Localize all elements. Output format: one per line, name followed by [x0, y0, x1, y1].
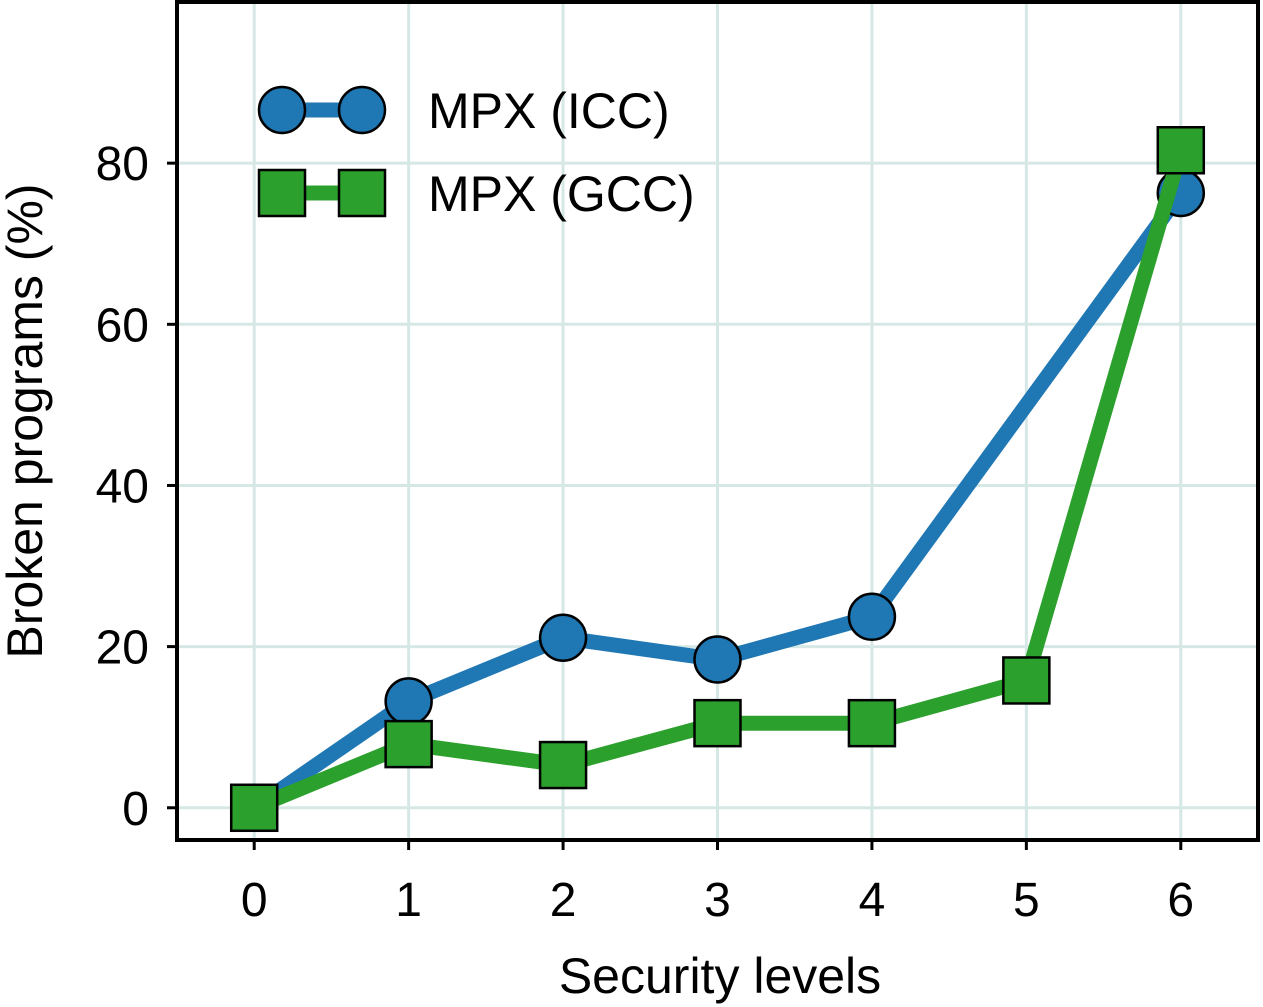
- x-tick-label: 2: [550, 874, 577, 927]
- x-tick-label: 5: [1013, 874, 1040, 927]
- data-point-square: [1156, 126, 1206, 175]
- legend-item: MPX (ICC): [257, 83, 670, 139]
- series-square: [229, 126, 1206, 833]
- data-point-circle: [538, 613, 588, 663]
- series-line: [246, 185, 1189, 816]
- legend-item: MPX (GCC): [257, 166, 695, 222]
- x-tick-label: 6: [1167, 874, 1194, 927]
- data-point-circle: [384, 677, 433, 726]
- data-point-square: [693, 698, 742, 748]
- y-tick-label: 60: [96, 299, 149, 352]
- legend-label: MPX (ICC): [428, 83, 670, 139]
- y-tick-label: 80: [96, 138, 149, 191]
- legend-marker-square: [337, 168, 387, 218]
- series-layer: [229, 126, 1206, 833]
- y-tick-label: 20: [96, 622, 149, 675]
- legend-marker-circle: [337, 85, 387, 135]
- y-axis-title: Broken programs (%): [0, 183, 53, 658]
- y-tick-label: 0: [122, 783, 149, 836]
- x-axis-title: Security levels: [559, 948, 881, 1004]
- legend-marker-square: [257, 168, 307, 218]
- y-tick-label: 40: [96, 460, 149, 513]
- data-point-square: [384, 719, 433, 769]
- data-point-square: [538, 740, 588, 790]
- x-tick-label: 4: [859, 874, 886, 927]
- data-point-circle: [693, 635, 742, 684]
- data-point-circle: [847, 592, 897, 642]
- x-tick-label: 0: [241, 874, 268, 927]
- legend: MPX (ICC) MPX (GCC): [257, 83, 695, 222]
- x-tick-label: 1: [395, 874, 422, 927]
- data-point-square: [229, 783, 279, 833]
- data-point-square: [847, 698, 897, 748]
- x-tick-label: 3: [704, 874, 731, 927]
- data-point-square: [1002, 656, 1051, 705]
- legend-marker-circle: [257, 85, 307, 135]
- legend-label: MPX (GCC): [428, 166, 695, 222]
